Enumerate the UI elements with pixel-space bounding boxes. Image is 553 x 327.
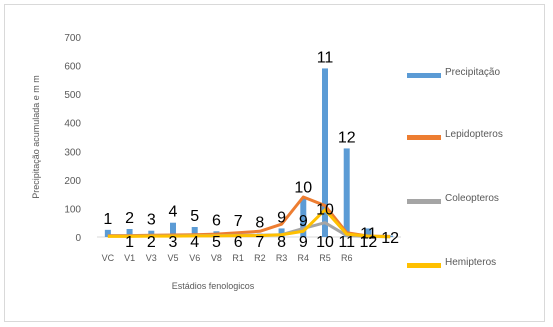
x-tick-label: R1	[232, 253, 244, 263]
x-tick-label: R5	[319, 253, 331, 263]
legend-label: Coleopteros	[445, 193, 499, 204]
bar	[343, 148, 350, 237]
y-tick-label: 400	[64, 119, 81, 130]
x-tick-label: R4	[298, 253, 310, 263]
y-tick-label: 200	[64, 176, 81, 187]
y-tick-label: 700	[64, 33, 81, 44]
data-label: 3	[147, 212, 156, 229]
x-tick-label: V3	[146, 253, 157, 263]
bar	[170, 222, 176, 237]
x-tick-label: R3	[276, 253, 288, 263]
legend-item-lepidopteros: Lepidopteros	[407, 127, 553, 147]
bar	[278, 228, 285, 237]
data-label: 7	[255, 234, 264, 251]
bar	[365, 228, 372, 237]
legend-label: Lepidopteros	[445, 129, 503, 140]
y-tick-label: 500	[64, 90, 81, 101]
bar	[322, 68, 328, 237]
data-label: 8	[255, 215, 264, 232]
chart-frame: 0 100 200 300 400 500 600 700 VC V1 V3 V5 V6 V8 R1 R2 R3…	[4, 4, 545, 322]
x-axis-label: Estádios fenologicos	[172, 281, 255, 291]
data-label: 12	[338, 129, 356, 146]
x-tick-label: V8	[211, 253, 222, 263]
y-tick-label: 600	[64, 62, 81, 73]
data-label: 12	[381, 230, 399, 247]
data-label: 11	[338, 234, 355, 251]
data-label: 10	[316, 234, 334, 251]
series-line-hemipteros	[107, 208, 391, 239]
data-label: 5	[190, 208, 199, 225]
legend-swatch	[407, 135, 441, 140]
bar	[300, 198, 307, 237]
line-series	[107, 195, 391, 239]
axes: 0 100 200 300 400 500 600 700 VC V1 V3 V5 V6 V8 R1 R2 R3…	[64, 33, 401, 263]
data-label: 10	[316, 201, 334, 218]
chart: 0 100 200 300 400 500 600 700 VC V1 V3 V5 V6 V8 R1 R2 R3…	[31, 33, 401, 291]
data-label: 9	[277, 209, 286, 226]
legend-item-hemipteros: Hemipteros	[407, 255, 553, 275]
data-label: 4	[169, 204, 178, 221]
legend-item-coleopteros: Coleopteros	[407, 191, 553, 211]
data-label: 9	[299, 234, 308, 251]
legend: Precipitação Lepidopteros Coleopteros He…	[407, 53, 553, 293]
legend-swatch	[407, 73, 441, 78]
x-tick-label: R6	[341, 253, 353, 263]
data-label: 1	[103, 211, 112, 228]
legend-item-precipitacao: Precipitação	[407, 65, 553, 85]
bar	[126, 229, 133, 237]
data-label: 12	[360, 234, 378, 251]
data-label: 7	[234, 213, 243, 230]
x-tick-label: V5	[167, 253, 178, 263]
data-label: 2	[125, 210, 134, 227]
data-label: 5	[212, 234, 221, 251]
legend-swatch	[407, 199, 441, 204]
x-tick-label: V1	[124, 253, 135, 263]
data-label: 1	[125, 234, 134, 251]
y-tick-label: 0	[75, 233, 81, 244]
data-label: 10	[294, 179, 312, 196]
data-label: 6	[212, 212, 221, 229]
data-label: 6	[234, 234, 243, 251]
data-label: 11	[317, 49, 334, 66]
legend-label: Hemipteros	[445, 257, 497, 268]
y-tick-label: 100	[64, 204, 81, 215]
bar	[104, 229, 111, 237]
data-label: 4	[190, 234, 199, 251]
y-axis-label: Precipitação acumulada e m m	[31, 75, 41, 199]
legend-swatch	[407, 263, 441, 268]
data-label: 3	[169, 234, 178, 251]
legend-label: Precipitação	[445, 67, 501, 78]
data-label: 9	[299, 213, 308, 230]
data-label: 2	[147, 234, 156, 251]
x-tick-label: V6	[189, 253, 200, 263]
y-tick-label: 300	[64, 147, 81, 158]
x-tick-label: VC	[102, 253, 115, 263]
data-label: 8	[277, 234, 286, 251]
bar	[191, 227, 198, 237]
x-tick-label: R2	[254, 253, 266, 263]
data-label: 11	[360, 226, 377, 243]
